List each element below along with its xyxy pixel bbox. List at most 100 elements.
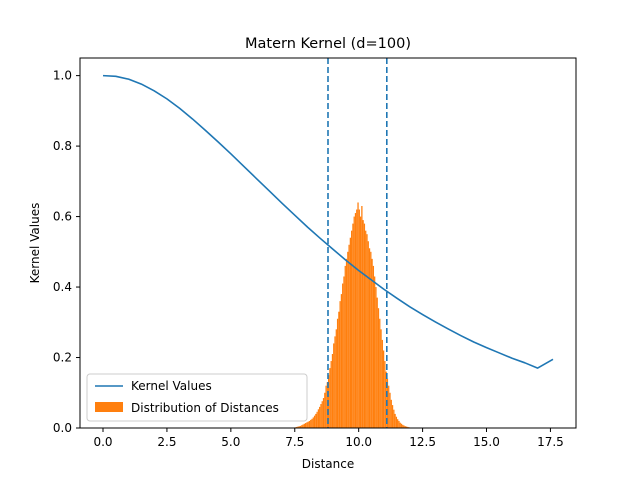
histogram-bar (354, 213, 357, 428)
x-tick-label: 2.5 (157, 435, 176, 449)
histogram-bar (405, 426, 408, 428)
histogram-bar (353, 216, 355, 428)
histogram-bar (371, 258, 373, 428)
histogram-bar (381, 339, 383, 428)
histogram-bar (379, 318, 381, 428)
histogram-bar (402, 424, 404, 428)
histogram-bar (330, 361, 332, 428)
y-tick-label: 1.0 (53, 69, 72, 83)
histogram-bar (390, 399, 392, 428)
plot-area (102, 58, 554, 428)
histogram-bar (389, 392, 391, 428)
histogram-bar (311, 418, 313, 428)
histogram-bar (343, 276, 345, 428)
histogram-bar (393, 409, 395, 428)
histogram-bar (308, 420, 311, 428)
histogram-bar (348, 244, 350, 428)
histogram-bar (301, 425, 303, 428)
histogram-bar (358, 209, 360, 428)
y-tick-label: 0.6 (53, 210, 72, 224)
x-tick-label: 0.0 (93, 435, 112, 449)
histogram-bar (316, 411, 318, 428)
histogram-bar (347, 251, 349, 428)
histogram-bar (338, 311, 340, 428)
y-tick-label: 0.4 (53, 280, 72, 294)
histogram-bar (307, 421, 309, 428)
histogram-bar (342, 283, 344, 428)
histogram-bar (352, 223, 354, 428)
histogram-bar (333, 343, 335, 428)
x-tick-label: 17.5 (537, 435, 564, 449)
x-tick-label: 5.0 (221, 435, 240, 449)
histogram-bar (304, 423, 307, 428)
histogram-bar (334, 336, 336, 428)
kernel-values-line (102, 74, 554, 369)
histogram-bar (368, 248, 371, 428)
histogram-bar (322, 398, 325, 428)
y-tick-label: 0.0 (53, 421, 72, 435)
histogram-bar (319, 406, 321, 428)
histogram-bar (376, 297, 378, 428)
x-tick-label: 15.0 (473, 435, 500, 449)
histogram-bar (306, 422, 308, 428)
histogram-bar (397, 419, 399, 428)
histogram-bar (324, 392, 326, 428)
axes-frame (79, 57, 577, 429)
histogram-bar (382, 350, 385, 428)
histogram-bar (340, 294, 343, 428)
histogram-bar (367, 241, 369, 428)
histogram-bar (366, 234, 368, 428)
histogram-bar (351, 230, 353, 428)
y-axis-label: Kernel Values (28, 203, 42, 284)
histogram-bar (303, 423, 305, 428)
legend-label-distribution: Distribution of Distances (131, 401, 279, 415)
y-tick-label: 0.2 (53, 351, 72, 365)
histogram-bar (297, 426, 299, 428)
y-tick-label: 0.8 (53, 139, 72, 153)
histogram-bar (374, 276, 376, 428)
legend: Kernel Values Distribution of Distances (86, 373, 308, 422)
histogram-bar (312, 417, 314, 428)
histogram-bar (310, 419, 312, 428)
histogram-bar (380, 329, 382, 428)
histogram-bar (345, 258, 348, 428)
histogram-bar (403, 425, 405, 428)
histogram-bar (356, 209, 358, 428)
histogram-bar (320, 404, 322, 428)
histogram-bar (365, 230, 367, 428)
histogram-bar (384, 361, 386, 428)
histogram-bar (370, 251, 372, 428)
x-axis-label: Distance (302, 457, 354, 471)
histogram-bar (398, 420, 400, 428)
histogram-bar (344, 265, 346, 428)
histogram-bar (317, 409, 320, 428)
histogram-bar (391, 405, 394, 428)
histogram-bar (296, 426, 298, 428)
histogram-bar (375, 287, 377, 428)
x-tick-label: 7.5 (285, 435, 304, 449)
x-tick-label: 10.0 (345, 435, 372, 449)
histogram-bar (359, 216, 362, 428)
histogram-bar (372, 265, 375, 428)
histogram-bar (394, 413, 396, 428)
chart-title: Matern Kernel (d=100) (245, 36, 411, 52)
histogram-bar (349, 237, 352, 428)
histogram-bar (299, 425, 302, 428)
histogram-bar (331, 354, 334, 428)
histogram-bar (407, 426, 409, 428)
x-tick-label: 12.5 (409, 435, 436, 449)
legend-bar-swatch (95, 402, 123, 412)
histogram-bar (377, 308, 380, 428)
histogram-bar (302, 424, 304, 428)
histogram-bar (404, 426, 406, 428)
histogram-bar (339, 301, 341, 428)
histogram-bar (357, 202, 359, 428)
histogram-bar (385, 371, 387, 428)
histogram-bar (399, 422, 401, 428)
histogram-bar (298, 426, 300, 428)
histogram-bar (388, 385, 390, 428)
x-axis: 0.0 2.5 5.0 7.5 10.0 12.5 15.0 17.5 (93, 428, 564, 449)
plot-marks (102, 58, 554, 428)
histogram-bar (325, 385, 327, 428)
histogram-bar (321, 401, 323, 428)
